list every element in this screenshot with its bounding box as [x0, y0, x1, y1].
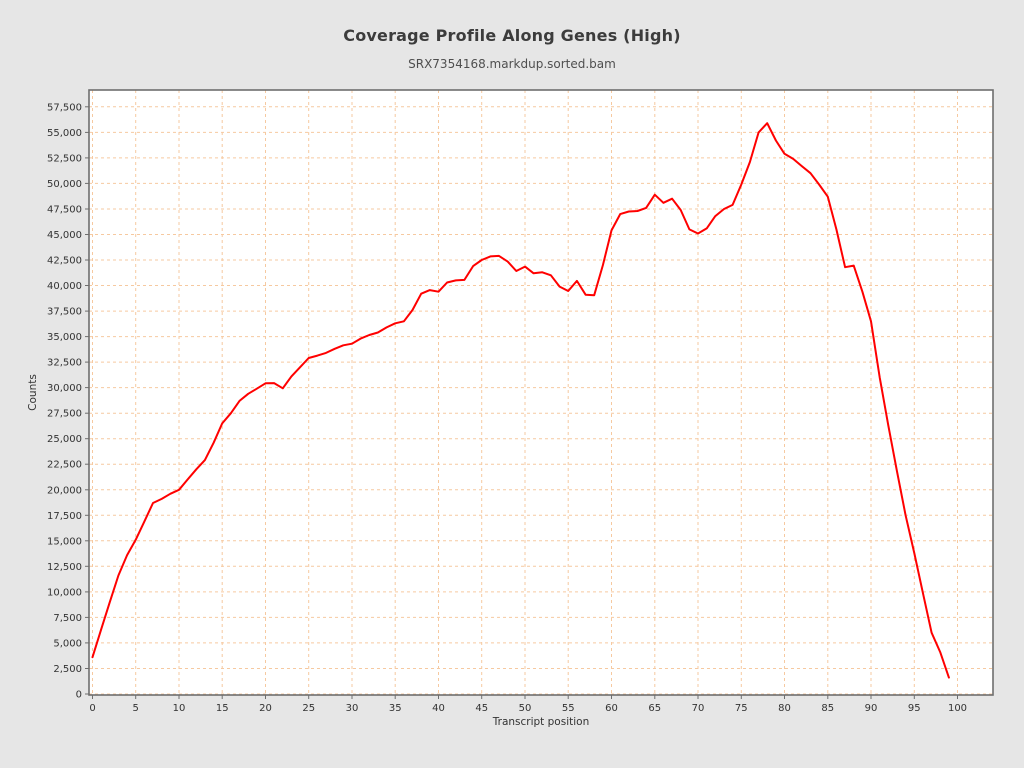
y-tick-label: 32,500 — [47, 358, 82, 369]
y-tick-label: 0 — [76, 690, 82, 701]
chart-title: Coverage Profile Along Genes (High) — [343, 26, 681, 45]
y-tick-label: 50,000 — [47, 179, 82, 190]
x-tick-label: 25 — [302, 703, 315, 714]
y-axis-title: Counts — [27, 374, 39, 411]
x-tick-label: 40 — [432, 703, 445, 714]
y-tick-label: 25,000 — [47, 434, 82, 445]
x-tick-label: 100 — [948, 703, 967, 714]
x-tick-label: 80 — [778, 703, 791, 714]
x-tick-label: 45 — [475, 703, 488, 714]
y-tick-label: 45,000 — [47, 230, 82, 241]
y-tick-label: 37,500 — [47, 307, 82, 318]
y-tick-label: 35,000 — [47, 332, 82, 343]
x-axis-title: Transcript position — [492, 716, 589, 728]
x-tick-label: 10 — [173, 703, 186, 714]
x-tick-label: 50 — [519, 703, 532, 714]
x-tick-label: 95 — [908, 703, 921, 714]
plot-border — [88, 89, 994, 696]
x-tick-label: 0 — [89, 703, 95, 714]
coverage-series-line — [91, 122, 950, 679]
x-tick-label: 70 — [692, 703, 705, 714]
x-tick-label: 90 — [865, 703, 878, 714]
y-tick-label: 42,500 — [47, 256, 82, 267]
chart-subtitle: SRX7354168.markdup.sorted.bam — [408, 57, 616, 71]
y-tick-label: 27,500 — [47, 409, 82, 420]
plot-area — [89, 90, 993, 695]
x-tick-label: 20 — [259, 703, 272, 714]
y-tick-label: 2,500 — [53, 664, 82, 675]
x-tick-label: 65 — [648, 703, 661, 714]
y-tick-label: 17,500 — [47, 511, 82, 522]
x-tick-label: 75 — [735, 703, 748, 714]
x-tick-label: 85 — [821, 703, 834, 714]
y-tick-label: 20,000 — [47, 485, 82, 496]
y-tick-label: 5,000 — [53, 638, 82, 649]
y-tick-label: 55,000 — [47, 128, 82, 139]
y-tick-label: 30,000 — [47, 383, 82, 394]
x-tick-label: 35 — [389, 703, 402, 714]
y-tick-label: 7,500 — [53, 613, 82, 624]
x-tick-label: 60 — [605, 703, 618, 714]
y-tick-label: 40,000 — [47, 281, 82, 292]
y-tick-label: 22,500 — [47, 460, 82, 471]
y-tick-label: 47,500 — [47, 205, 82, 216]
y-tick-label: 52,500 — [47, 153, 82, 164]
x-tick-label: 15 — [216, 703, 229, 714]
y-tick-label: 12,500 — [47, 562, 82, 573]
x-tick-label: 5 — [133, 703, 139, 714]
x-tick-label: 30 — [346, 703, 359, 714]
y-tick-label: 10,000 — [47, 587, 82, 598]
y-tick-label: 15,000 — [47, 536, 82, 547]
y-tick-label: 57,500 — [47, 102, 82, 113]
x-tick-label: 55 — [562, 703, 575, 714]
